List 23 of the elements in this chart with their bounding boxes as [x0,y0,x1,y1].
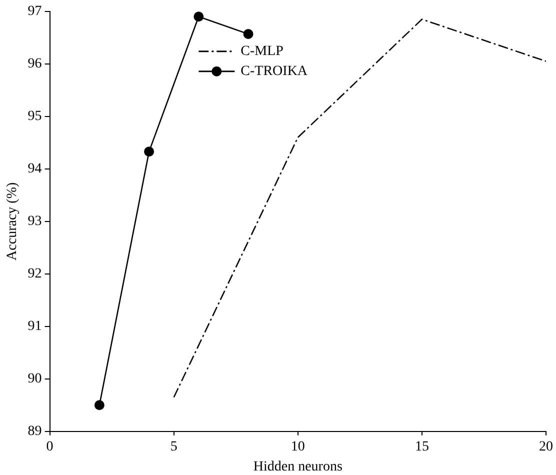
legend-label: C-MLP [240,44,284,60]
point [144,146,154,157]
point [94,400,104,410]
line-series [173,18,546,398]
x-tick-label: 0 [46,439,54,454]
x-tick-label: 20 [539,439,553,454]
y-tick-label: 95 [28,109,42,124]
point [194,12,204,22]
y-tick-label: 92 [28,266,42,282]
y-tick-label: 90 [28,372,42,387]
legend-label: C-TROIKA [240,64,308,80]
y-tick-label: 91 [28,319,42,334]
y-tick-label: 94 [28,162,42,177]
x-tick-label: 5 [170,439,178,454]
y-tick-label: 93 [28,214,42,230]
x-axis-title: Hidden neurons [253,459,342,474]
y-tick-label: 97 [28,4,42,20]
x-tick-label: 10 [290,439,305,454]
x-tick-label: 15 [414,439,429,454]
point [243,28,254,39]
y-tick-label: 96 [28,56,42,72]
y-axis-title: Accuracy (%) [5,182,20,260]
y-tick-label: 89 [28,424,42,440]
